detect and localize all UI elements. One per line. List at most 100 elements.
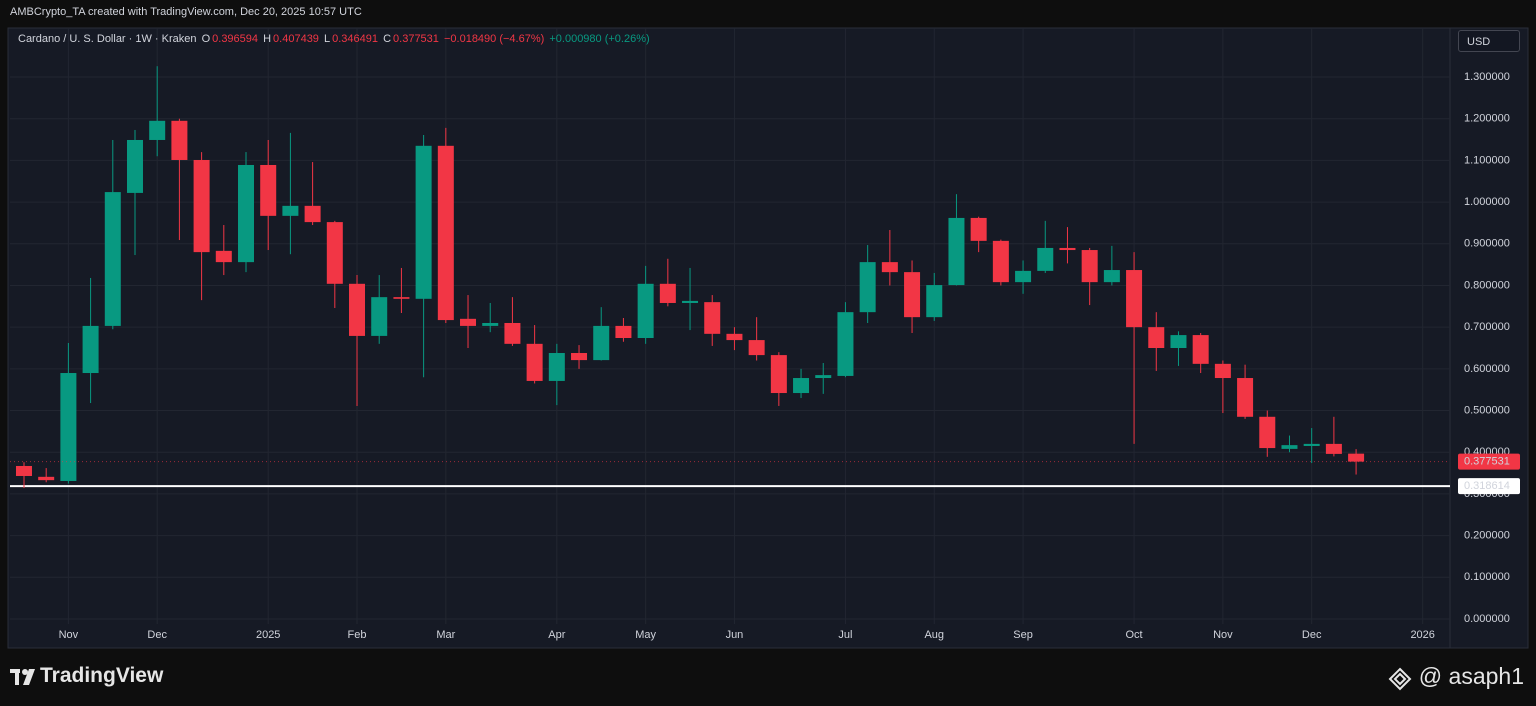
- y-tick-label: 0.600000: [1464, 363, 1510, 375]
- candle-body: [770, 355, 787, 394]
- candle-body: [238, 164, 255, 263]
- key: C: [383, 33, 392, 45]
- candle-body: [881, 262, 898, 273]
- candle-body: [1170, 335, 1187, 349]
- candle-body: [704, 302, 721, 334]
- candle-body: [948, 217, 965, 286]
- candle-body: [326, 222, 343, 284]
- candle-body: [215, 250, 232, 263]
- candle-body: [15, 465, 32, 476]
- x-tick-label: Mar: [436, 629, 455, 641]
- candle-body: [726, 333, 743, 341]
- attribution: AMBCrypto_TA created with TradingView.co…: [10, 6, 362, 18]
- hline-label: 0.318614: [1464, 480, 1510, 492]
- y-tick-label: 0.000000: [1464, 613, 1510, 625]
- x-tick-label: Jun: [726, 629, 744, 641]
- candle-body: [1059, 247, 1076, 251]
- x-tick-label: 2026: [1410, 629, 1434, 641]
- change: −0.018490 (−4.67%): [443, 33, 545, 45]
- candle-body: [615, 325, 632, 338]
- candle-body: [926, 285, 943, 318]
- key: O: [201, 33, 211, 45]
- x-tick-label: Sep: [1013, 629, 1033, 641]
- candle-body: [1148, 327, 1165, 349]
- hline-tag: [1458, 478, 1520, 495]
- x-tick-label: Feb: [348, 629, 367, 641]
- candle-body: [1348, 453, 1365, 462]
- y-tick-label: 0.500000: [1464, 404, 1510, 416]
- candle-body: [904, 272, 921, 318]
- candle-body: [593, 325, 610, 361]
- candle-body: [171, 120, 188, 160]
- y-tick-label: 1.000000: [1464, 196, 1510, 208]
- candle-body: [1214, 363, 1231, 379]
- x-tick-label: May: [635, 629, 656, 641]
- candle-body: [793, 378, 810, 394]
- candle-body: [526, 343, 543, 381]
- candle-body: [38, 476, 55, 481]
- candle-body: [859, 262, 876, 313]
- ohlc-value: 0.377531: [393, 33, 439, 45]
- candle-body: [82, 325, 99, 374]
- candle-body: [659, 283, 676, 303]
- candle-body: [126, 139, 143, 193]
- x-tick-label: 2025: [256, 629, 280, 641]
- candle-body: [1192, 335, 1209, 364]
- ohlc-value: 0.396594: [212, 33, 259, 45]
- candle-body: [1015, 270, 1032, 283]
- x-tick-label: Jul: [838, 629, 852, 641]
- ohlc-value: 0.407439: [273, 33, 319, 45]
- candle-body: [149, 120, 166, 140]
- candle-body: [637, 283, 654, 338]
- change-after: +0.000980 (+0.26%): [549, 33, 650, 45]
- candle-body: [1325, 443, 1342, 454]
- candle-body: [815, 375, 832, 379]
- candle-body: [1103, 270, 1120, 283]
- candle-body: [992, 240, 1009, 283]
- symbol: Cardano / U. S. Dollar · 1W · Kraken: [18, 33, 197, 45]
- chart-panel: [7, 27, 1529, 649]
- candle-body: [193, 159, 210, 253]
- x-tick-label: Dec: [1302, 629, 1322, 641]
- candle-body: [1281, 445, 1298, 449]
- candle-body: [371, 297, 388, 336]
- candle-body: [304, 205, 321, 223]
- last-price-tag: [1458, 453, 1520, 470]
- candle-body: [837, 312, 854, 376]
- key: H: [263, 33, 272, 45]
- x-tick-label: Dec: [147, 629, 167, 641]
- x-tick-label: Apr: [548, 629, 565, 641]
- candle-body: [1081, 250, 1098, 283]
- x-tick-label: Nov: [59, 629, 79, 641]
- watermark: @ asaph1: [1418, 663, 1524, 689]
- x-tick-label: Aug: [924, 629, 944, 641]
- ohlc-value: 0.346491: [332, 33, 379, 45]
- legend: Cardano / U. S. Dollar · 1W · Kraken O 0.…: [18, 33, 652, 45]
- y-tick-label: 1.300000: [1464, 71, 1510, 83]
- y-tick-label: 0.700000: [1464, 321, 1510, 333]
- x-tick-label: Nov: [1213, 629, 1233, 641]
- last-price-label: 0.377531: [1464, 456, 1510, 468]
- candle-body: [1259, 416, 1276, 449]
- candle-body: [482, 322, 499, 326]
- key: L: [324, 33, 331, 45]
- currency-button[interactable]: USD: [1458, 30, 1520, 52]
- brand: TradingView: [40, 664, 164, 687]
- candle-body: [970, 217, 987, 241]
- candle-body: [571, 353, 588, 361]
- candle-body: [748, 340, 765, 356]
- x-tick-label: Oct: [1126, 629, 1143, 641]
- candle-body: [104, 192, 121, 326]
- candle-body: [437, 145, 454, 321]
- candle-body: [60, 373, 77, 481]
- candle-body: [393, 297, 410, 299]
- candle-body: [548, 353, 565, 381]
- candle-body: [415, 145, 432, 299]
- watermark-icon: [1388, 667, 1412, 691]
- candle-body: [1237, 378, 1254, 417]
- candle-body: [682, 300, 699, 303]
- footer-logo-icon: [10, 669, 35, 685]
- y-tick-label: 0.900000: [1464, 238, 1510, 250]
- candle-body: [1126, 270, 1143, 328]
